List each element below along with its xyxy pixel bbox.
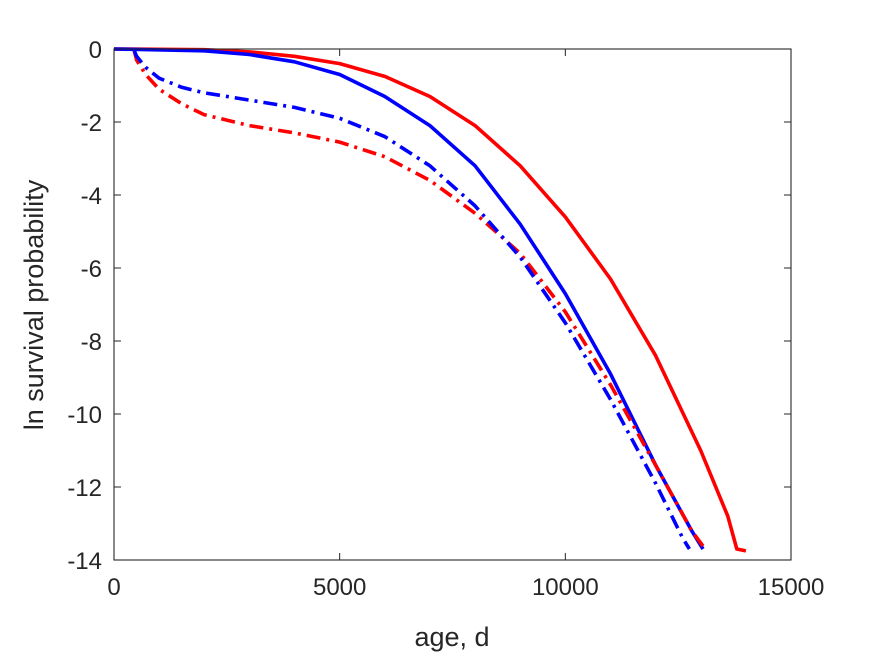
y-tick-label: -2 (81, 110, 102, 137)
y-axis-label: ln survival probability (19, 179, 49, 430)
plot-frame (113, 48, 792, 561)
x-tick-label: 10000 (532, 574, 599, 601)
y-tick-label: -14 (67, 548, 102, 575)
y-tick-label: -4 (81, 183, 102, 210)
y-tick-label: -10 (67, 402, 102, 429)
x-tick-label: 5000 (313, 574, 366, 601)
y-axis: 0 -2 -4 -6 -8 -10 -12 -14 (67, 37, 791, 575)
y-tick-label: -8 (81, 329, 102, 356)
y-tick-label: 0 (89, 37, 102, 64)
series-layer (113, 47, 747, 553)
y-tick-label: -12 (67, 475, 102, 502)
x-tick-label: 0 (107, 574, 120, 601)
series-line-1 (113, 47, 747, 553)
x-axis-label: age, d (414, 622, 489, 652)
series-line-4 (132, 50, 691, 550)
series-line-2 (113, 47, 705, 550)
y-tick-label: -6 (81, 256, 102, 283)
x-axis: 0 5000 10000 15000 (107, 49, 824, 601)
x-tick-label: 15000 (758, 574, 825, 601)
plot-area (114, 49, 791, 560)
